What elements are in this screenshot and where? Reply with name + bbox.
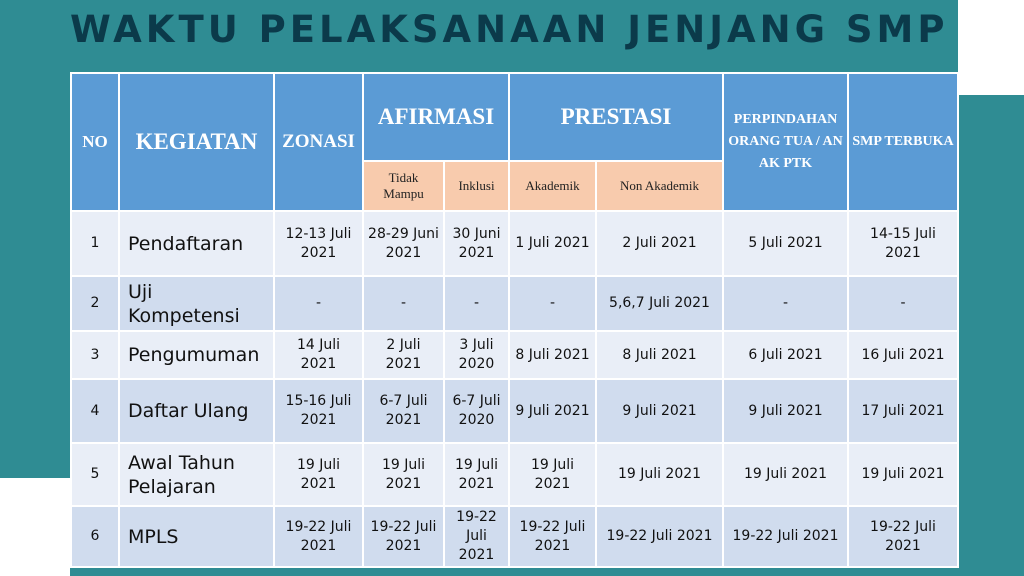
title: WAKTU PELAKSANAAN JENJANG SMP	[70, 8, 949, 51]
column-header: KEGIATAN	[118, 72, 275, 212]
date-cell: 19 Juli 2021	[508, 442, 597, 507]
activity: Uji Kompetensi	[118, 275, 275, 332]
date-cell: 19-22 Juli 2021	[273, 505, 364, 568]
activity: Awal Tahun Pelajaran	[118, 442, 275, 507]
activity: Pendaftaran	[118, 210, 275, 277]
table-row: 1 Pendaftaran 12-13 Juli 2021 28-29 Juni 20…	[70, 210, 959, 277]
date-cell: -	[443, 275, 510, 332]
date-cell: 28-29 Juni 2021	[362, 210, 445, 277]
date-cell: 9 Juli 2021	[722, 378, 849, 444]
date-cell: 17 Juli 2021	[847, 378, 959, 444]
activity: Pengumuman	[118, 330, 275, 380]
date-cell: 2 Juli 2021	[595, 210, 724, 277]
date-cell: 19-22 Juli 2021	[595, 505, 724, 568]
table-row: 3 Pengumuman 14 Juli 2021 2 Juli 2021 3 Juli…	[70, 330, 959, 380]
date-cell: 14 Juli 2021	[273, 330, 364, 380]
date-cell: 5,6,7 Juli 2021	[595, 275, 724, 332]
column-header: ZONASI	[273, 72, 364, 212]
date-cell: 12-13 Juli 2021	[273, 210, 364, 277]
table-row: 6 MPLS 19-22 Juli 2021 19-22 Juli 2021 19-22…	[70, 505, 959, 568]
date-cell: 6-7 Juli 2020	[443, 378, 510, 444]
date-cell: 19 Juli 2021	[273, 442, 364, 507]
date-cell: -	[273, 275, 364, 332]
date-cell: 19-22 Juli 2021	[362, 505, 445, 568]
date-cell: 2 Juli 2021	[362, 330, 445, 380]
date-cell: -	[508, 275, 597, 332]
date-cell: 6-7 Juli 2021	[362, 378, 445, 444]
date-cell: -	[722, 275, 849, 332]
date-cell: 19 Juli 2021	[443, 442, 510, 507]
row-number: 3	[70, 330, 120, 380]
date-cell: -	[362, 275, 445, 332]
date-cell: 3 Juli 2020	[443, 330, 510, 380]
date-cell: 9 Juli 2021	[595, 378, 724, 444]
date-cell: 30 Juni 2021	[443, 210, 510, 277]
date-cell: -	[847, 275, 959, 332]
date-cell: 1 Juli 2021	[508, 210, 597, 277]
activity: MPLS	[118, 505, 275, 568]
date-cell: 8 Juli 2021	[595, 330, 724, 380]
sub-header: Akademik	[508, 160, 597, 212]
date-cell: 19-22 Juli 2021	[443, 505, 510, 568]
date-cell: 6 Juli 2021	[722, 330, 849, 380]
date-cell: 19 Juli 2021	[362, 442, 445, 507]
column-header: AFIRMASI	[362, 72, 510, 162]
schedule-table: NO KEGIATAN ZONASI AFIRMASI PRESTASI PERPINDA…	[70, 72, 959, 568]
sub-header: Inklusi	[443, 160, 510, 212]
date-cell: 19 Juli 2021	[847, 442, 959, 507]
date-cell: 16 Juli 2021	[847, 330, 959, 380]
activity: Daftar Ulang	[118, 378, 275, 444]
background-block	[0, 478, 70, 576]
date-cell: 19 Juli 2021	[722, 442, 849, 507]
row-number: 6	[70, 505, 120, 568]
date-cell: 9 Juli 2021	[508, 378, 597, 444]
date-cell: 5 Juli 2021	[722, 210, 849, 277]
row-number: 1	[70, 210, 120, 277]
background-block	[958, 0, 1024, 95]
sub-header: Tidak Mampu	[362, 160, 445, 212]
table-row: 5 Awal Tahun Pelajaran 19 Juli 2021 19 Juli…	[70, 442, 959, 507]
date-cell: 19 Juli 2021	[595, 442, 724, 507]
column-header: NO	[70, 72, 120, 212]
column-header: SMP TERBUKA	[847, 72, 959, 212]
table-row: 2 Uji Kompetensi - - - -5,6,7 Juli 2021- -	[70, 275, 959, 332]
column-header: PERPINDAHAN ORANG TUA / ANAK PTK	[722, 72, 849, 212]
date-cell: 19-22 Juli 2021	[508, 505, 597, 568]
date-cell: 19-22 Juli 2021	[847, 505, 959, 568]
row-number: 5	[70, 442, 120, 507]
date-cell: 15-16 Juli 2021	[273, 378, 364, 444]
table-row: 4 Daftar Ulang 15-16 Juli 2021 6-7 Juli 202…	[70, 378, 959, 444]
row-number: 2	[70, 275, 120, 332]
date-cell: 19-22 Juli 2021	[722, 505, 849, 568]
row-number: 4	[70, 378, 120, 444]
date-cell: 14-15 Juli 2021	[847, 210, 959, 277]
date-cell: 8 Juli 2021	[508, 330, 597, 380]
sub-header: Non Akademik	[595, 160, 724, 212]
column-header: PRESTASI	[508, 72, 724, 162]
